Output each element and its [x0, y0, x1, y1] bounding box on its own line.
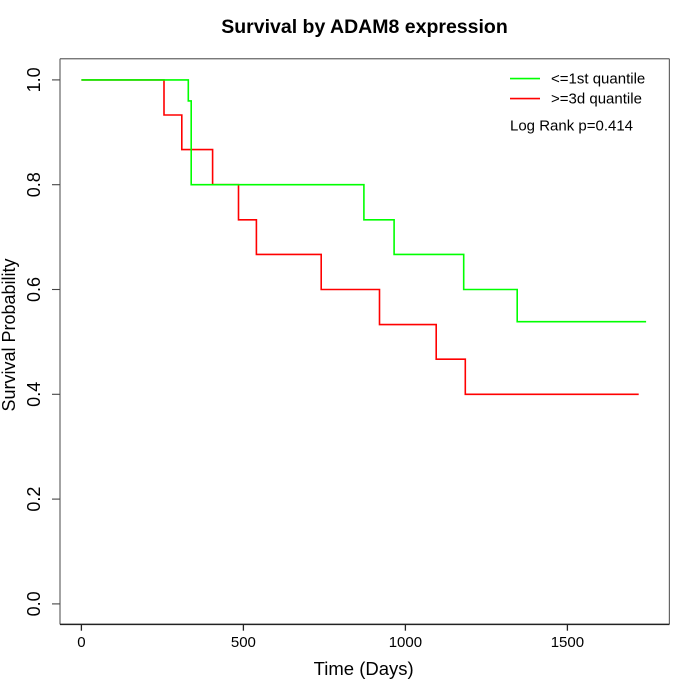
- svg-text:500: 500: [231, 634, 256, 651]
- svg-text:0.0: 0.0: [24, 591, 44, 616]
- svg-text:Log Rank p=0.414: Log Rank p=0.414: [510, 118, 633, 135]
- svg-text:0: 0: [77, 634, 85, 651]
- svg-text:>=3d quantile: >=3d quantile: [551, 91, 642, 108]
- svg-text:<=1st quantile: <=1st quantile: [551, 71, 645, 88]
- svg-text:0.4: 0.4: [24, 382, 44, 407]
- svg-text:0.8: 0.8: [24, 172, 44, 197]
- svg-text:Survival Probability: Survival Probability: [0, 258, 19, 411]
- svg-text:Time (Days): Time (Days): [314, 658, 414, 679]
- svg-text:1500: 1500: [551, 634, 584, 651]
- svg-text:0.2: 0.2: [24, 487, 44, 512]
- svg-text:1000: 1000: [389, 634, 422, 651]
- svg-text:0.6: 0.6: [24, 277, 44, 302]
- svg-text:1.0: 1.0: [24, 67, 44, 92]
